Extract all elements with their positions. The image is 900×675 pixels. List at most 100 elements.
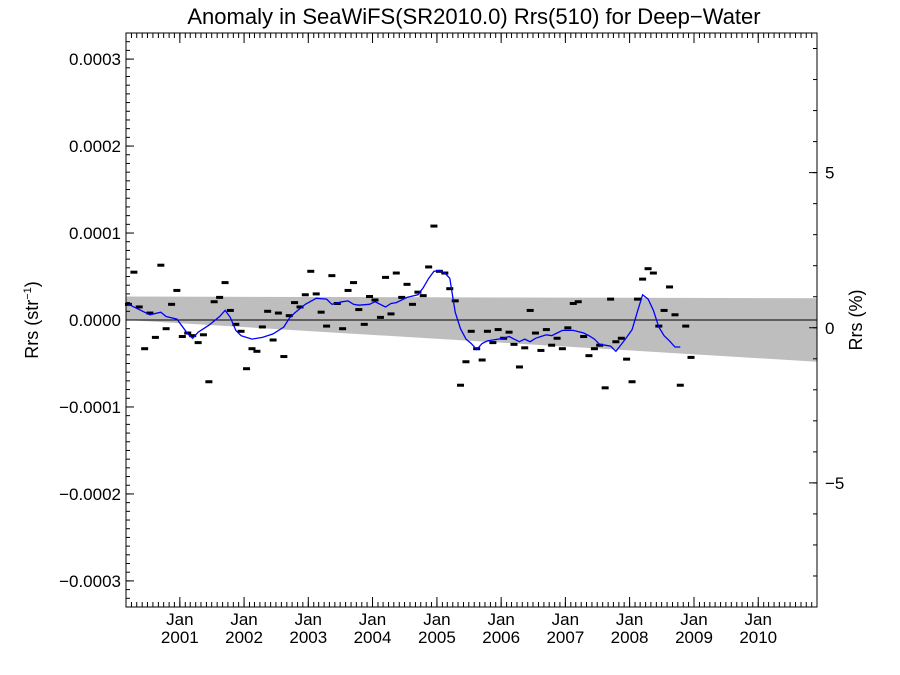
left-y-axis: 0.0003 0.0002 0.0001 0.0000 −0.0001 −0.0002 −0… [59, 41, 134, 599]
right-y-axis: 5 0 −5 [809, 48, 844, 608]
left-y-axis-label-superscript: −1 [22, 287, 34, 300]
data-point [607, 297, 615, 301]
data-point [515, 365, 523, 369]
x-tick-year-label: 2001 [161, 628, 199, 647]
data-point [360, 322, 368, 326]
data-point [226, 308, 234, 312]
data-point [446, 287, 454, 291]
data-point [296, 305, 304, 309]
x-tick-month-label: Jan [616, 610, 643, 629]
data-point [339, 327, 347, 331]
data-point [660, 308, 668, 312]
data-point [307, 269, 315, 273]
data-point [141, 347, 149, 351]
right-tick-label: 5 [825, 164, 834, 183]
left-y-axis-label-text: Rrs (str [22, 300, 42, 359]
data-point [494, 328, 502, 332]
left-y-axis-label: Rrs (str−1) [22, 281, 42, 359]
data-point [168, 302, 176, 306]
x-tick-month-label: Jan [680, 610, 707, 629]
data-point [666, 285, 674, 289]
x-tick-month-label: Jan [359, 610, 386, 629]
data-point [323, 324, 331, 328]
data-point [130, 270, 138, 274]
data-point [157, 263, 165, 267]
data-point [644, 267, 652, 271]
data-point [569, 301, 577, 305]
data-point [221, 281, 229, 285]
data-point [366, 295, 374, 299]
chart-title: Anomaly in SeaWiFS(SR2010.0) Rrs(510) fo… [187, 4, 760, 29]
data-point [430, 224, 438, 228]
data-point [682, 324, 690, 328]
data-point [216, 295, 224, 299]
data-point [564, 326, 572, 330]
data-point [355, 308, 363, 312]
data-point [328, 274, 336, 278]
data-point [151, 335, 159, 339]
data-point [414, 290, 422, 294]
data-point [350, 281, 358, 285]
data-point [274, 311, 282, 315]
data-point [317, 310, 325, 314]
right-tick-label: −5 [825, 474, 844, 493]
data-point [194, 341, 202, 345]
data-point [590, 347, 598, 351]
right-tick-label: 0 [825, 319, 834, 338]
data-point [312, 292, 320, 296]
data-point [408, 302, 416, 306]
data-point [457, 383, 465, 387]
data-point [398, 295, 406, 299]
data-point [478, 358, 486, 362]
data-point [505, 330, 513, 334]
plot-area [124, 224, 817, 390]
x-tick-month-label: Jan [423, 610, 450, 629]
data-point [162, 327, 170, 331]
data-point [135, 305, 143, 309]
uncertainty-band [126, 296, 817, 362]
x-tick-month-label: Jan [745, 610, 772, 629]
x-tick-year-label: 2004 [354, 628, 392, 647]
data-point [199, 333, 207, 337]
data-point [585, 354, 593, 358]
x-axis: Jan2001Jan2002Jan2003Jan2004Jan2005Jan20… [125, 33, 818, 647]
data-point [687, 355, 695, 359]
data-point [124, 302, 132, 306]
data-point [232, 322, 240, 326]
left-tick-label: 0.0000 [69, 311, 121, 330]
data-point [510, 342, 518, 346]
data-point [521, 346, 529, 350]
x-tick-year-label: 2008 [611, 628, 649, 647]
data-point [376, 315, 384, 319]
x-tick-month-label: Jan [295, 610, 322, 629]
left-tick-label: −0.0003 [59, 572, 121, 591]
data-point [580, 335, 588, 339]
left-y-axis-label-close: ) [22, 281, 42, 287]
data-point [392, 271, 400, 275]
x-tick-month-label: Jan [230, 610, 257, 629]
data-point [553, 336, 561, 340]
data-point [483, 329, 491, 333]
data-point [623, 357, 631, 361]
data-point [146, 311, 154, 315]
data-point [291, 301, 299, 305]
data-point [639, 277, 647, 281]
data-point [205, 380, 213, 384]
data-point [489, 341, 497, 345]
data-point [531, 331, 539, 335]
data-point [173, 288, 181, 292]
x-tick-year-label: 2005 [418, 628, 456, 647]
left-tick-label: −0.0002 [59, 485, 121, 504]
data-point [237, 329, 245, 333]
data-point [558, 347, 566, 351]
x-tick-year-label: 2003 [289, 628, 327, 647]
data-point [344, 288, 352, 292]
data-point [671, 313, 679, 317]
data-point [649, 271, 657, 275]
x-tick-year-label: 2007 [546, 628, 584, 647]
data-point [403, 282, 411, 286]
data-point [243, 367, 251, 371]
left-tick-label: 0.0002 [69, 137, 121, 156]
data-point [210, 300, 218, 304]
